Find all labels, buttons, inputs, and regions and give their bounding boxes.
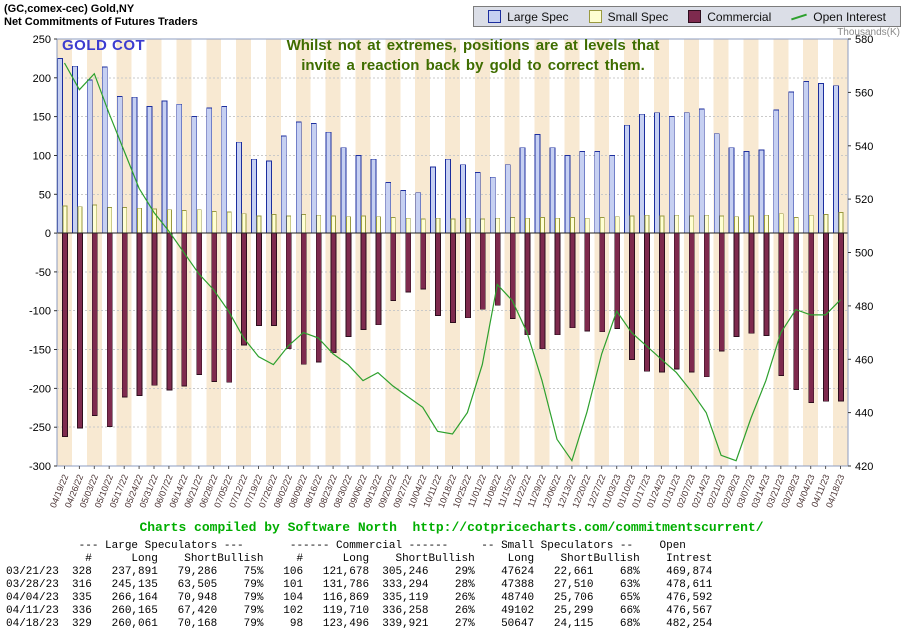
svg-text:0: 0 (45, 228, 51, 240)
svg-text:50: 50 (39, 189, 51, 201)
svg-text:-100: -100 (29, 306, 51, 318)
legend-label-small-spec: Small Spec (607, 9, 669, 24)
svg-text:-200: -200 (29, 383, 51, 395)
svg-text:100: 100 (33, 151, 51, 163)
small-spec-swatch-icon (588, 10, 602, 23)
right-axis-labels: 580 560 540 520 500 480 460 440 420 (848, 34, 873, 473)
chart-title-block: (GC,comex-cec) Gold,NY Net Commitments o… (4, 3, 198, 29)
table-row: 04/11/23 336 260,165 67,420 79% 102 119,… (6, 605, 713, 617)
left-axis-labels: 250 200 150 100 50 0 -50 -100 -150 -200 -250 -300 (29, 34, 57, 473)
table-row: 03/28/23 316 245,135 63,505 79% 101 131,… (6, 579, 713, 591)
legend-item-small-spec: Small Spec (588, 9, 669, 24)
svg-text:-250: -250 (29, 422, 51, 434)
legend-label-large-spec: Large Spec (507, 9, 569, 24)
svg-text:-300: -300 (29, 461, 51, 473)
legend-item-commercial: Commercial (688, 10, 771, 24)
table-row: 04/04/23 335 266,164 70,948 79% 104 116,… (6, 592, 713, 604)
svg-text:150: 150 (33, 112, 51, 124)
svg-text:250: 250 (33, 34, 51, 46)
instrument-title: (GC,comex-cec) Gold,NY (4, 3, 135, 15)
large-spec-swatch-icon (488, 10, 502, 23)
chart-annotation: Whilst not at extremes, positions are at… (230, 36, 716, 76)
bars-small-spec (62, 204, 844, 234)
credit-line: Charts compiled by Software North http:/… (139, 520, 764, 535)
annotation-line-1: Whilst not at extremes, positions are at… (286, 37, 660, 54)
chart-subtitle: Net Commitments of Futures Traders (4, 16, 198, 28)
table-row: 04/18/23 329 260,061 70,168 79% 98 123,4… (6, 618, 713, 630)
svg-text:-150: -150 (29, 345, 51, 357)
chart-watermark: GOLD COT (62, 37, 146, 54)
open-interest-line (63, 62, 841, 463)
open-interest-line-icon (791, 13, 808, 20)
svg-text:520: 520 (855, 194, 873, 206)
svg-text:-50: -50 (35, 267, 51, 279)
cot-chart: 250200150100500-50-100-150-200-250-30058… (29, 34, 873, 509)
legend-item-large-spec: Large Spec (488, 9, 569, 24)
table-group-header-row: --- Large Speculators --- ------ Commerc… (6, 540, 713, 552)
cot-summary-table: --- Large Speculators --- ------ Commerc… (6, 540, 712, 631)
svg-text:560: 560 (855, 87, 873, 99)
commercial-swatch-icon (688, 10, 702, 23)
svg-text:440: 440 (855, 408, 873, 420)
table-row: 03/21/23 328 237,891 79,286 75% 106 121,… (6, 566, 713, 578)
annotation-line-2: invite a reaction back by gold to correc… (301, 57, 645, 74)
legend-item-open-interest: Open Interest (791, 10, 886, 24)
right-axis-title: Thousands(K) (837, 27, 900, 38)
svg-text:480: 480 (855, 301, 873, 313)
svg-text:200: 200 (33, 73, 51, 85)
svg-text:420: 420 (855, 461, 873, 473)
legend-label-commercial: Commercial (707, 9, 772, 24)
chart-legend: Large Spec Small Spec Commercial Open In… (473, 6, 901, 27)
svg-text:460: 460 (855, 354, 873, 366)
legend-label-open-interest: Open Interest (813, 9, 886, 24)
table-column-header-row: # Long ShortBullish # Long ShortBullish … (6, 553, 713, 565)
svg-text:580: 580 (855, 34, 873, 46)
svg-text:540: 540 (855, 141, 873, 153)
svg-text:500: 500 (855, 248, 873, 260)
x-axis-date-labels: 04/19/2204/26/2205/03/2205/10/2205/17/22… (48, 466, 846, 509)
